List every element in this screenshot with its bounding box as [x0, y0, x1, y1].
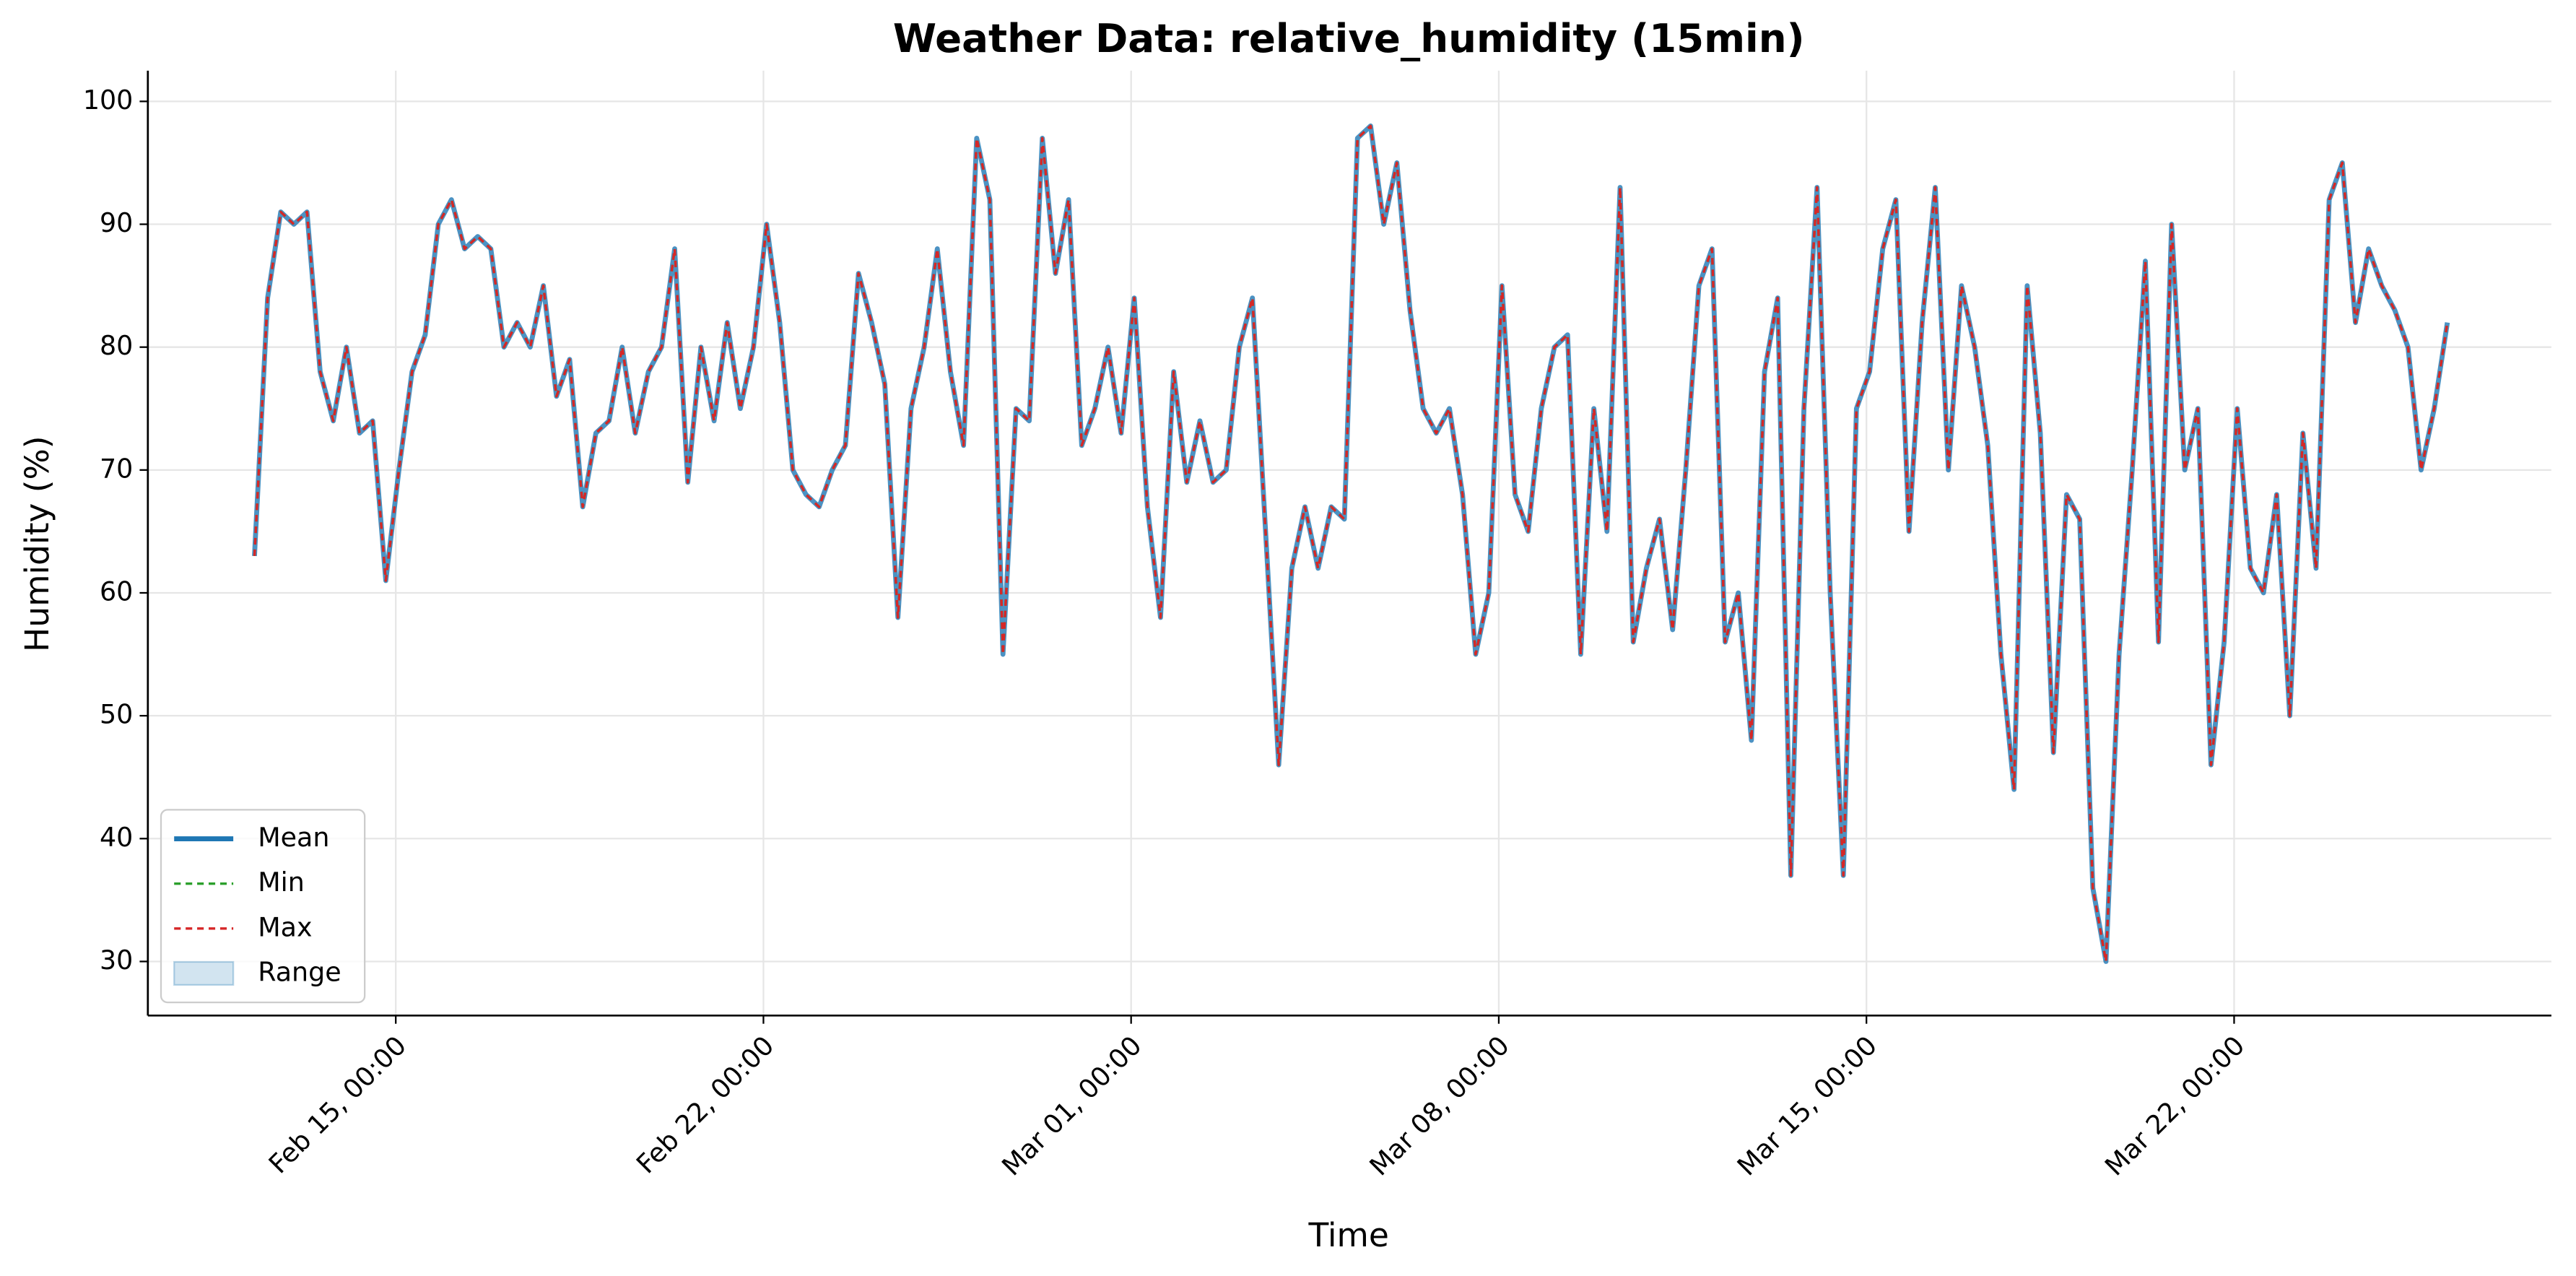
x-tick-label: Mar 15, 00:00 — [1731, 1030, 1883, 1181]
legend-label: Range — [258, 956, 341, 987]
y-tick-label: 100 — [83, 84, 133, 116]
y-tick-label: 70 — [100, 453, 133, 484]
y-tick-label: 30 — [100, 945, 133, 976]
x-tick-label: Mar 08, 00:00 — [1363, 1030, 1515, 1181]
y-tick-label: 60 — [100, 576, 133, 607]
x-axis-label: Time — [1308, 1216, 1389, 1254]
series-line — [253, 124, 2449, 963]
x-tick-label: Mar 01, 00:00 — [996, 1030, 1147, 1181]
legend-label: Max — [258, 911, 312, 942]
legend-label: Min — [258, 867, 305, 898]
x-tick-label: Feb 15, 00:00 — [263, 1030, 412, 1179]
legend-box — [160, 809, 366, 1004]
chart-title: Weather Data: relative_humidity (15min) — [893, 15, 1805, 61]
x-tick-label: Feb 22, 00:00 — [630, 1030, 780, 1179]
y-tick-label: 40 — [100, 822, 133, 853]
range-area — [254, 126, 2447, 962]
series-line — [253, 124, 2449, 963]
y-tick-label: 90 — [100, 207, 133, 238]
y-tick-label: 50 — [100, 699, 133, 730]
legend: Mean Min Max Range — [160, 809, 366, 1004]
series-line — [252, 123, 2450, 964]
y-tick-label: 80 — [100, 330, 133, 361]
legend-swatch — [173, 960, 235, 986]
y-axis-label: Humidity (%) — [18, 435, 56, 652]
x-tick-label: Mar 22, 00:00 — [2099, 1030, 2250, 1181]
legend-label: Mean — [258, 822, 329, 853]
